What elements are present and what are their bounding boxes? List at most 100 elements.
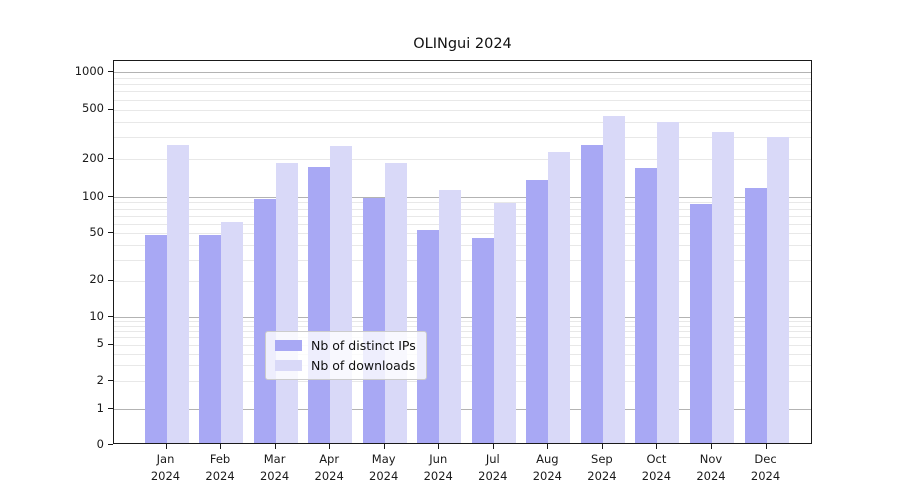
minor-gridline xyxy=(114,137,811,139)
chart-title: OLINgui 2024 xyxy=(413,36,512,52)
x-axis-tick xyxy=(220,444,222,449)
x-tick-label-line: 2024 xyxy=(259,469,290,483)
x-tick-label-line: Jun xyxy=(429,452,448,466)
bar-downloads-jul xyxy=(493,203,516,443)
bar-distinct-ips-oct xyxy=(635,167,658,443)
x-axis-tick xyxy=(329,444,331,449)
bar-distinct-ips-jun xyxy=(417,230,440,443)
bar-downloads-feb xyxy=(221,221,244,443)
bar-downloads-oct xyxy=(657,121,680,443)
y-axis-tick xyxy=(108,108,113,110)
minor-gridline xyxy=(114,259,811,261)
y-axis-tick xyxy=(108,408,113,409)
x-tick-label-line: 2024 xyxy=(205,469,235,483)
bar-downloads-apr xyxy=(330,145,353,443)
legend-swatch-distinct-ips xyxy=(275,340,302,351)
x-tick-label: Dec 2024 xyxy=(734,451,798,485)
y-axis-tick xyxy=(108,316,113,317)
x-tick-label-line: 2024 xyxy=(532,469,562,483)
x-axis-tick xyxy=(438,444,440,449)
x-tick-label-line: Oct xyxy=(646,452,667,466)
minor-gridline xyxy=(114,321,811,323)
bar-distinct-ips-dec xyxy=(744,188,767,443)
x-tick-label-line: Aug xyxy=(536,452,559,466)
minor-gridline xyxy=(114,244,811,246)
x-tick-label: Jun 2024 xyxy=(406,451,470,485)
minor-gridline xyxy=(114,99,811,101)
x-tick-label-line: 2024 xyxy=(696,469,726,483)
x-axis-tick xyxy=(383,444,385,449)
x-axis-tick xyxy=(656,444,658,449)
minor-gridline xyxy=(114,233,811,235)
minor-gridline xyxy=(114,331,811,333)
y-tick-label: 2 xyxy=(96,372,104,387)
minor-gridline xyxy=(114,215,811,217)
bar-distinct-ips-jan xyxy=(144,235,167,443)
bar-distinct-ips-jul xyxy=(471,237,494,443)
major-gridline xyxy=(114,409,811,410)
minor-gridline xyxy=(114,353,811,355)
y-axis-tick xyxy=(108,158,113,160)
x-tick-label-line: Nov xyxy=(699,452,723,466)
minor-gridline xyxy=(114,325,811,327)
x-tick-label-line: Jul xyxy=(485,452,500,466)
bar-distinct-ips-may xyxy=(362,197,385,443)
major-gridline xyxy=(114,317,811,318)
minor-gridline xyxy=(114,84,811,86)
y-axis-tick xyxy=(108,71,113,72)
bar-downloads-nov xyxy=(712,131,734,443)
x-tick-label: Jul 2024 xyxy=(461,451,525,485)
bar-downloads-aug xyxy=(548,152,571,443)
major-gridline xyxy=(114,72,811,73)
x-tick-label-line: 2024 xyxy=(641,469,672,483)
y-axis-tick xyxy=(108,232,113,234)
x-axis-tick xyxy=(274,444,276,449)
x-tick-label: May 2024 xyxy=(352,451,416,485)
x-tick-label-line: 2024 xyxy=(423,469,453,483)
x-tick-label-line: Feb xyxy=(209,452,231,466)
x-tick-label-line: Dec xyxy=(754,452,777,466)
y-axis-tick xyxy=(108,380,113,382)
minor-gridline xyxy=(114,91,811,93)
minor-gridline xyxy=(114,159,811,161)
minor-gridline xyxy=(114,121,811,123)
minor-gridline xyxy=(114,77,811,79)
x-tick-label-line: Sep xyxy=(591,452,613,466)
x-tick-label-line: May xyxy=(371,452,396,466)
x-tick-label-line: 2024 xyxy=(478,469,508,483)
x-tick-label-line: 2024 xyxy=(750,469,781,483)
y-axis-tick xyxy=(108,343,113,345)
bar-downloads-jan xyxy=(166,145,189,443)
x-tick-label-line: 2024 xyxy=(314,469,344,483)
x-tick-label-line: Jan xyxy=(156,452,175,466)
bar-downloads-may xyxy=(384,163,407,443)
minor-gridline xyxy=(114,208,811,210)
y-tick-label: 1 xyxy=(96,400,104,415)
x-axis-tick xyxy=(165,444,167,449)
legend-item-distinct-ips: Nb of distinct IPs xyxy=(275,338,416,353)
y-tick-label: 5 xyxy=(96,336,104,351)
legend: Nb of distinct IPs Nb of downloads xyxy=(265,331,427,380)
x-tick-label-line: 2024 xyxy=(369,469,399,483)
x-tick-label: Aug 2024 xyxy=(515,451,579,485)
minor-gridline xyxy=(114,365,811,367)
minor-gridline xyxy=(114,344,811,346)
minor-gridline xyxy=(114,109,811,111)
legend-label-downloads: Nb of downloads xyxy=(311,358,416,373)
x-tick-label: Jan 2024 xyxy=(134,451,198,485)
x-axis-tick xyxy=(492,444,494,449)
y-tick-label: 500 xyxy=(82,101,104,116)
minor-gridline xyxy=(114,337,811,339)
y-tick-label: 1000 xyxy=(74,63,104,78)
bar-distinct-ips-aug xyxy=(526,179,549,443)
x-tick-label: Sep 2024 xyxy=(570,451,634,485)
x-tick-label: Nov 2024 xyxy=(679,451,743,485)
x-tick-label: Apr 2024 xyxy=(297,451,361,485)
x-tick-label: Oct 2024 xyxy=(624,451,688,485)
bar-distinct-ips-nov xyxy=(690,204,712,443)
y-axis-tick xyxy=(108,196,113,197)
y-tick-label: 0 xyxy=(96,436,104,451)
bar-distinct-ips-sep xyxy=(580,145,603,443)
x-tick-label-line: 2024 xyxy=(587,469,617,483)
